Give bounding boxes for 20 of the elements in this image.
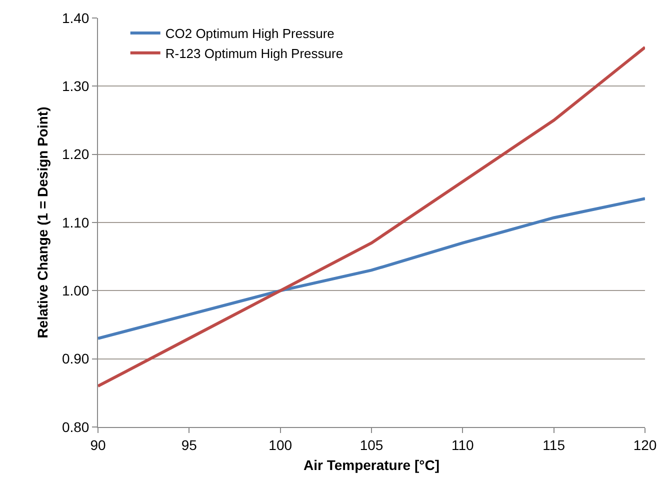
y-axis-title: Relative Change (1 = Design Point)	[34, 106, 51, 338]
x-tick-label: 115	[542, 436, 566, 453]
y-tick-label: 1.10	[62, 214, 90, 230]
line-series	[98, 197, 645, 340]
line-series	[98, 46, 645, 388]
x-tick-label: 100	[268, 436, 292, 453]
legend-label: R-123 Optimum High Pressure	[165, 46, 344, 61]
y-tick-label: 1.40	[62, 10, 90, 26]
x-tick-label: 105	[360, 436, 384, 453]
y-tick-label: 0.90	[62, 350, 90, 367]
x-tick-label: 90	[90, 436, 106, 453]
x-axis-title: Air Temperature [°C]	[303, 457, 440, 474]
y-tick-label: 1.30	[62, 78, 90, 94]
y-tick-label: 1.00	[62, 282, 90, 299]
x-tick-label: 95	[181, 436, 198, 453]
y-tick-label: 0.80	[62, 418, 90, 435]
y-tick-label: 1.20	[62, 146, 90, 162]
legend-label: CO2 Optimum High Pressure	[165, 26, 334, 42]
x-tick-label: 120	[633, 436, 657, 453]
x-tick-label: 110	[452, 436, 474, 453]
